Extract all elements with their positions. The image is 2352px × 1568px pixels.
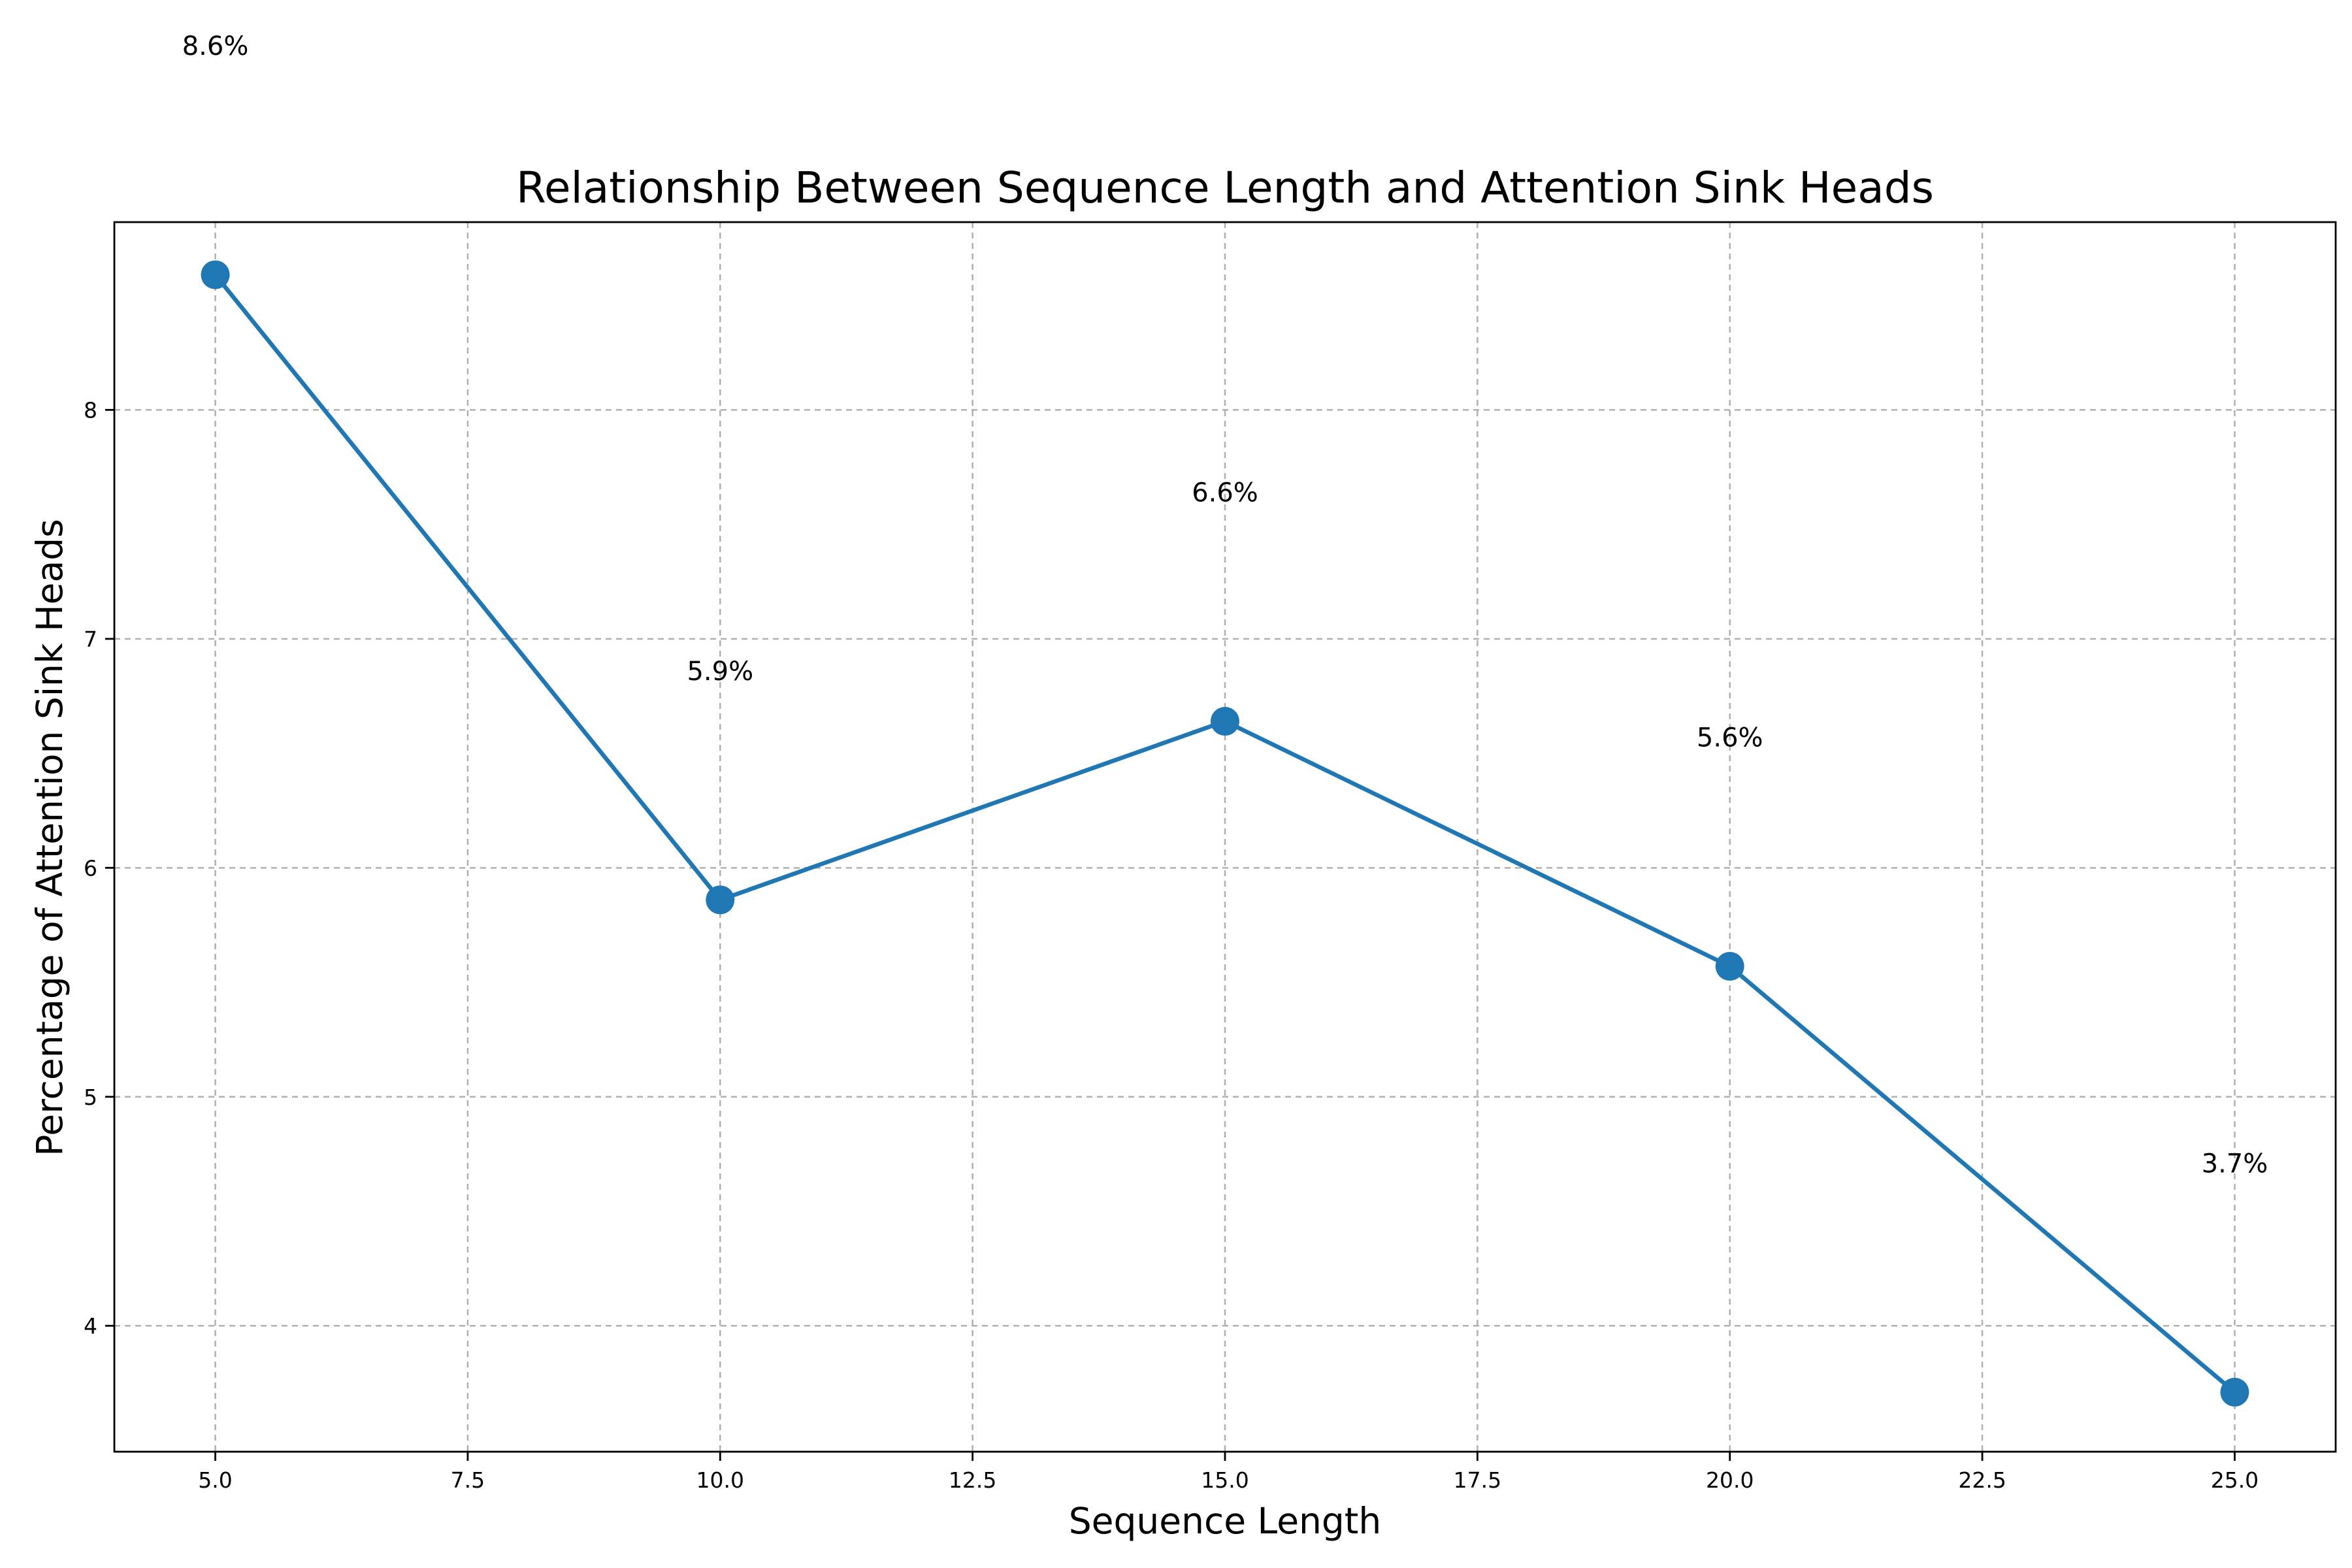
gridlines (114, 222, 2336, 1452)
x-tick-label: 12.5 (949, 1467, 996, 1493)
y-axis-label: Percentage of Attention Sink Heads (29, 519, 71, 1156)
data-label: 3.7% (2202, 1149, 2268, 1179)
y-tick-label: 6 (84, 855, 97, 881)
y-tick-label: 4 (84, 1313, 97, 1339)
data-labels: 8.6% 5.9% 6.6% 5.6% 3.7% (182, 31, 2268, 1179)
x-tick-label: 15.0 (1201, 1467, 1249, 1493)
data-point-marker (706, 885, 735, 915)
data-label: 5.9% (687, 657, 753, 687)
data-label: 8.6% (182, 31, 249, 61)
series-layer (201, 260, 2249, 1407)
data-point-marker (2220, 1377, 2249, 1407)
y-tick-label: 8 (84, 397, 97, 423)
x-axis-label: Sequence Length (1069, 1500, 1381, 1542)
y-tick-label: 5 (84, 1085, 97, 1110)
x-tick-label: 25.0 (2211, 1467, 2259, 1493)
x-tick-label: 17.5 (1454, 1467, 1501, 1493)
chart-title: Relationship Between Sequence Length and… (516, 163, 1934, 213)
data-label: 5.6% (1697, 723, 1763, 753)
data-point-marker (201, 260, 230, 289)
data-label: 6.6% (1192, 478, 1258, 508)
y-tick-label: 7 (84, 627, 97, 652)
data-point-marker (1211, 707, 1239, 736)
x-tick-label: 22.5 (1958, 1467, 2006, 1493)
x-tick-label: 5.0 (198, 1467, 232, 1493)
ticks: 5.0 7.5 10.0 12.5 15.0 17.5 20.0 22.5 25.0 4 5 6 7 8 (84, 397, 2259, 1493)
data-point-marker (1715, 952, 1744, 981)
x-tick-label: 10.0 (696, 1467, 744, 1493)
x-tick-label: 20.0 (1706, 1467, 1754, 1493)
x-tick-label: 7.5 (451, 1467, 485, 1493)
